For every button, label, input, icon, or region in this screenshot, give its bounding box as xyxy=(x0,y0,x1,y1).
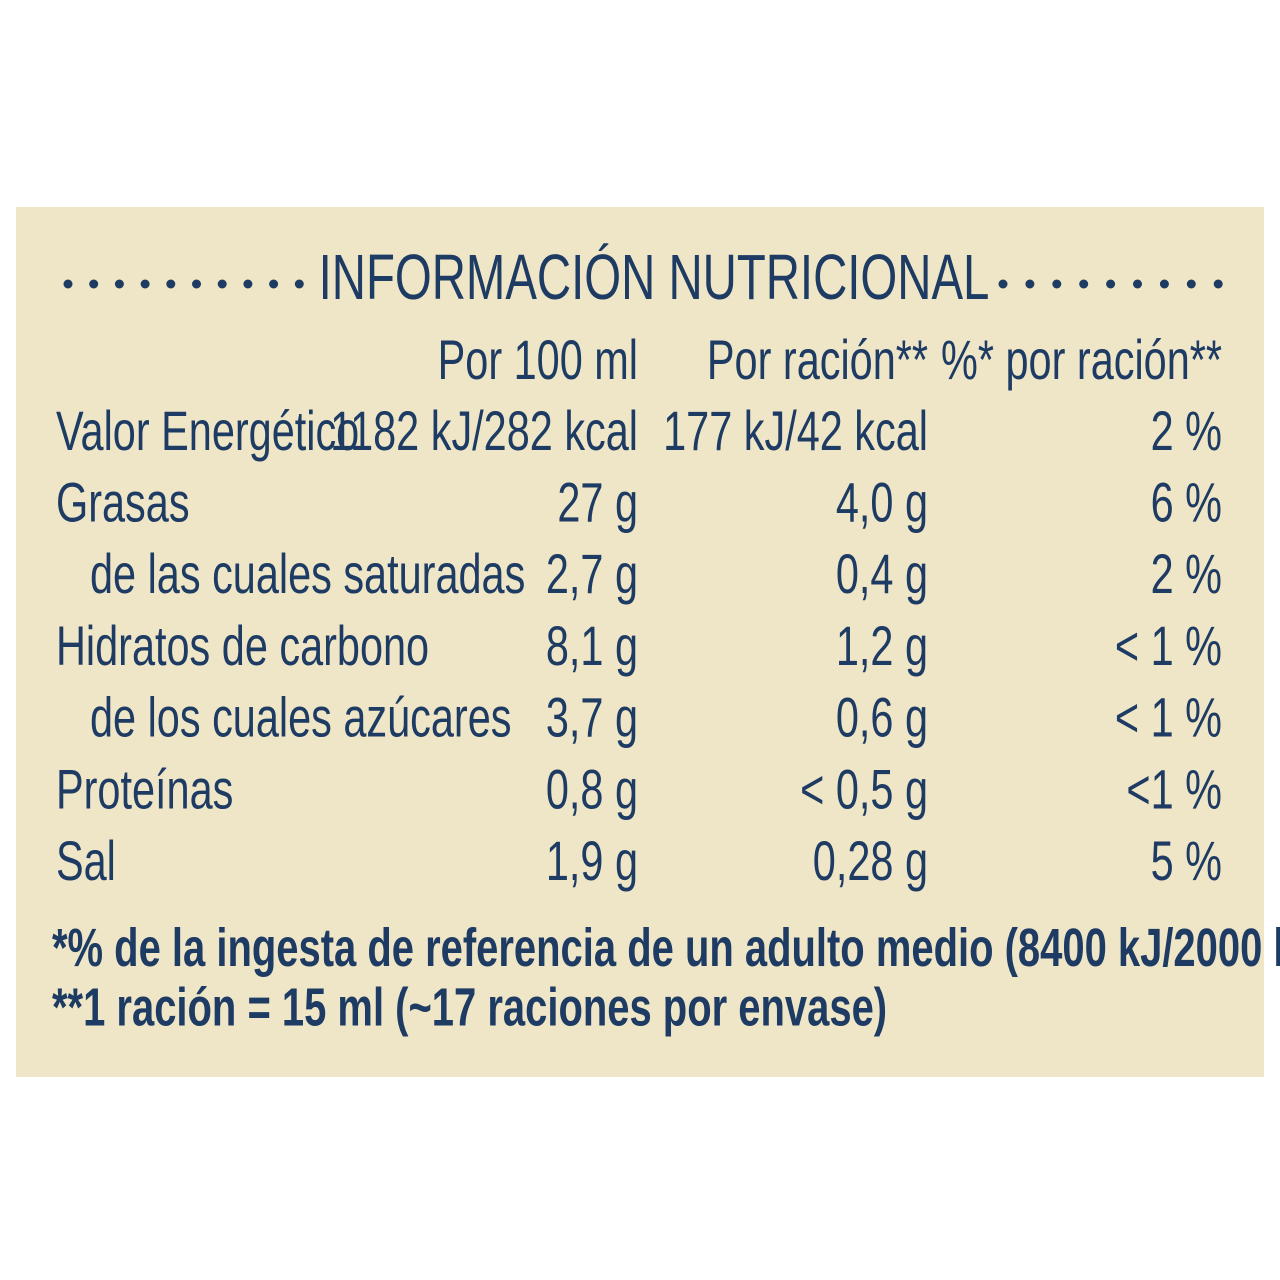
cell-value: 27 g xyxy=(557,471,638,534)
dot xyxy=(294,279,304,289)
row-label: Hidratos de carbono xyxy=(56,615,429,678)
dot xyxy=(166,279,176,289)
cell-value: 0,4 g xyxy=(836,543,928,606)
cell-value: 2,7 g xyxy=(546,543,638,606)
dot xyxy=(243,279,253,289)
dot xyxy=(1186,279,1196,289)
column-header: Por ración** xyxy=(707,329,928,392)
row-label: Valor Energético xyxy=(56,400,359,463)
cell-value: 3,7 g xyxy=(546,687,638,750)
cell-value: 0,28 g xyxy=(813,830,928,893)
column-header: %* por ración** xyxy=(941,329,1222,392)
dot xyxy=(1052,279,1062,289)
row-label: de los cuales azúcares xyxy=(90,687,511,750)
dot xyxy=(1133,279,1142,289)
row-label: Proteínas xyxy=(56,758,233,821)
title: INFORMACIÓN NUTRICIONAL xyxy=(319,241,990,313)
dot xyxy=(269,279,279,289)
footnote: **1 ración = 15 ml (~17 raciones por env… xyxy=(52,978,887,1038)
cell-value: 1,9 g xyxy=(546,830,638,893)
panel xyxy=(16,207,1264,1077)
cell-value: 6 % xyxy=(1151,471,1222,534)
dot xyxy=(114,279,124,289)
dot xyxy=(1025,279,1035,289)
cell-value: < 1 % xyxy=(1115,687,1222,750)
dot xyxy=(1106,279,1116,289)
dot xyxy=(1213,279,1223,289)
cell-value: 177 kJ/42 kcal xyxy=(663,400,928,463)
cell-value: <1 % xyxy=(1126,758,1222,821)
footnote: *% de la ingesta de referencia de un adu… xyxy=(52,919,1280,979)
cell-value: 1,2 g xyxy=(836,615,928,678)
dot xyxy=(63,279,73,289)
cell-value: 2 % xyxy=(1151,543,1222,606)
dot xyxy=(217,279,227,289)
cell-value: 1182 kJ/282 kcal xyxy=(330,400,638,463)
cell-value: 2 % xyxy=(1151,400,1222,463)
dot xyxy=(1079,279,1089,289)
cell-value: 5 % xyxy=(1151,830,1222,893)
dot xyxy=(192,279,201,289)
dot xyxy=(140,279,150,289)
row-label: de las cuales saturadas xyxy=(90,543,525,606)
cell-value: 0,8 g xyxy=(546,758,638,821)
cell-value: < 0,5 g xyxy=(800,758,928,821)
cell-value: 8,1 g xyxy=(546,615,638,678)
cell-value: < 1 % xyxy=(1115,615,1222,678)
cell-value: 0,6 g xyxy=(836,687,928,750)
dot xyxy=(89,279,99,289)
cell-value: 4,0 g xyxy=(836,471,928,534)
row-label: Sal xyxy=(56,830,116,893)
column-header: Por 100 ml xyxy=(438,329,638,392)
dot xyxy=(998,279,1008,289)
row-label: Grasas xyxy=(56,471,190,534)
dot xyxy=(1159,279,1169,289)
